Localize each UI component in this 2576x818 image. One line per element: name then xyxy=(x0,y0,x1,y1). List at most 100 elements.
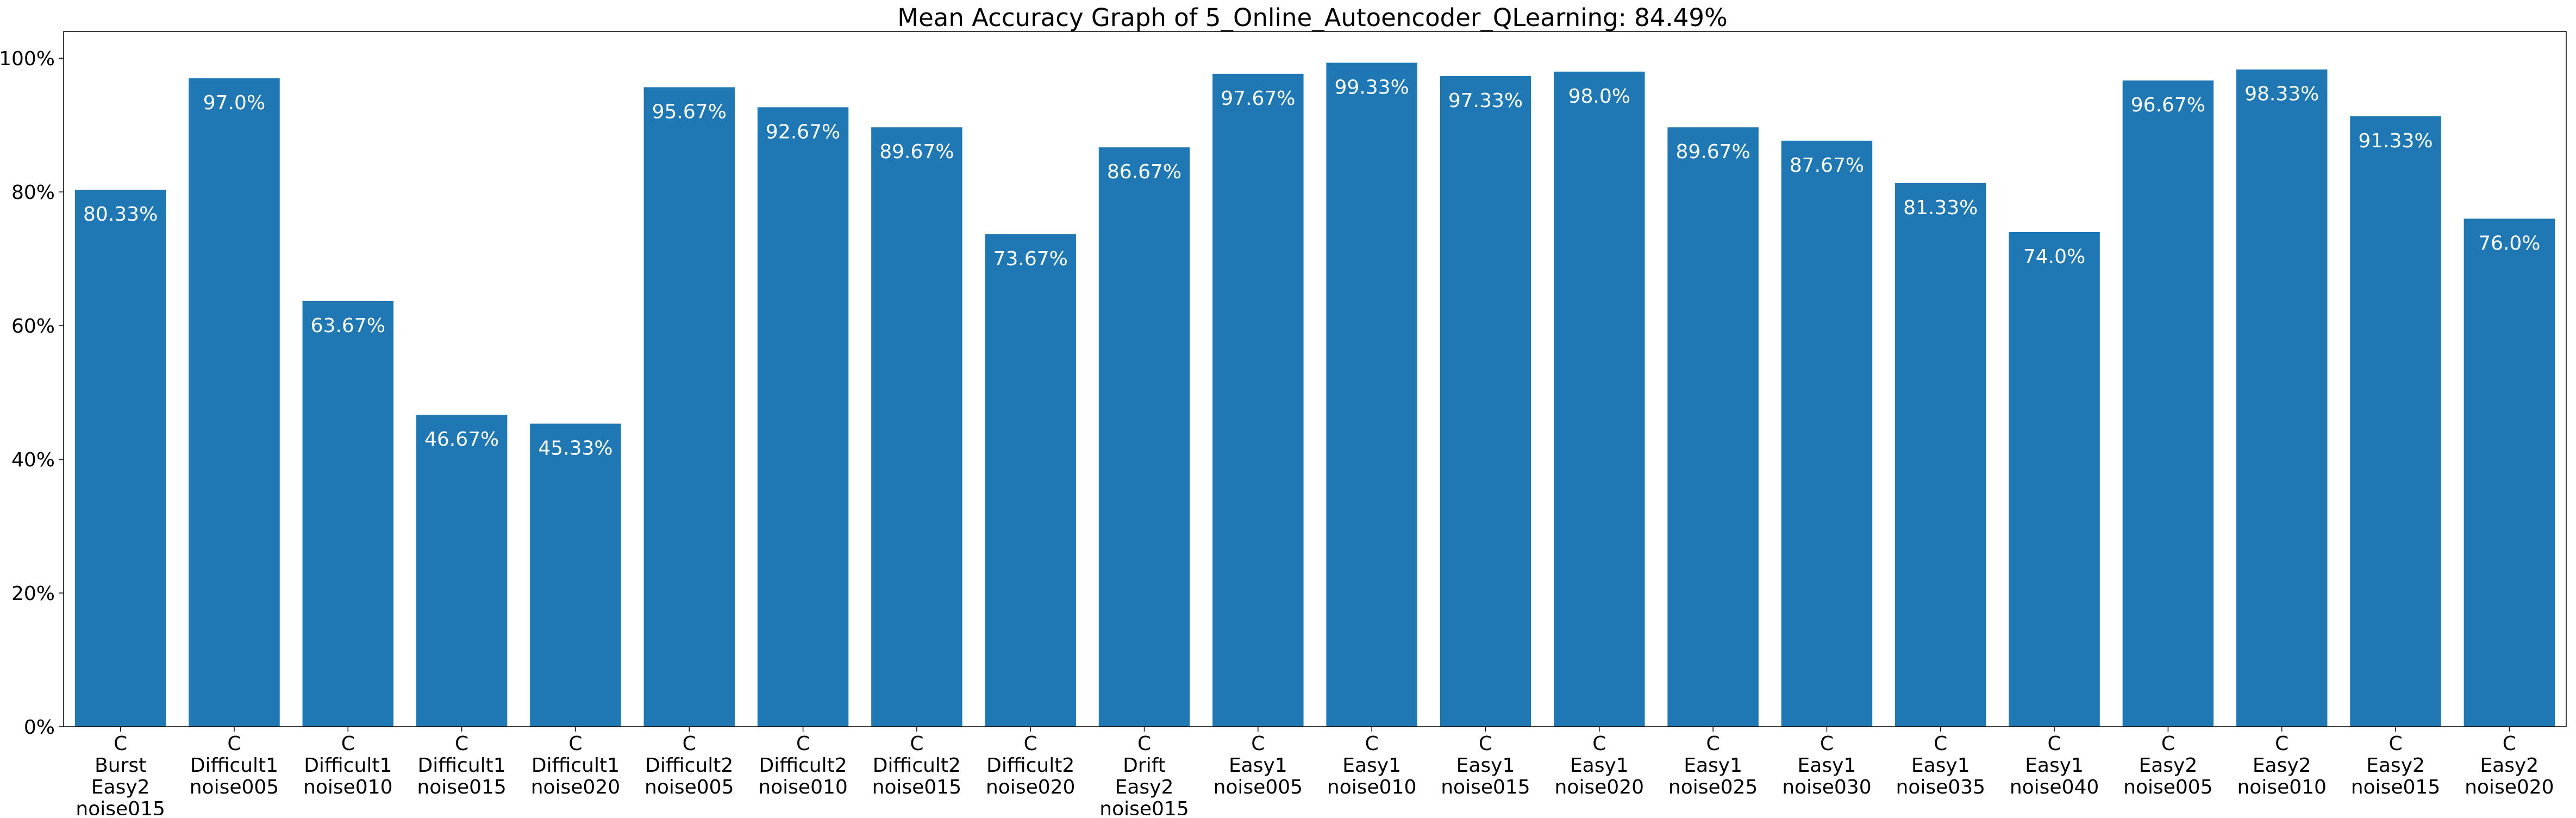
plot-frame xyxy=(63,31,2567,727)
bar-value-label: 63.67% xyxy=(311,315,385,337)
x-tick-label: C Drift Easy2 noise015 xyxy=(1099,733,1189,815)
x-tick-label-line: noise020 xyxy=(2465,776,2554,798)
bar xyxy=(1326,63,1417,727)
y-tick-label: 60% xyxy=(11,315,55,338)
x-tick-label-line: Easy1 xyxy=(1342,754,1401,777)
bar-value-label: 97.0% xyxy=(203,92,265,114)
x-tick-label-line: C xyxy=(1137,733,1151,755)
x-tick-label-line: Difficult1 xyxy=(304,754,392,777)
x-tick-label-line: C xyxy=(1592,733,1606,755)
bar-value-label: 86.67% xyxy=(1107,161,1181,183)
y-tick-label: 80% xyxy=(11,182,55,204)
bar-value-label: 87.67% xyxy=(1790,154,1864,177)
bar xyxy=(1667,127,1759,727)
x-tick-label-line: Drift xyxy=(1123,754,1166,777)
x-tick-label-line: Easy1 xyxy=(1570,754,1629,777)
x-tick-label-line: Difficult1 xyxy=(532,754,620,777)
bar xyxy=(302,301,394,727)
x-tick-label-line: C xyxy=(568,733,582,755)
x-tick-label-line: Burst xyxy=(95,754,146,777)
x-tick-label: C Easy1 noise010 xyxy=(1327,733,1416,798)
x-tick-label: C Difficult1 noise010 xyxy=(303,733,392,798)
x-tick-label-line: C xyxy=(2161,733,2175,755)
x-tick-label-line: noise015 xyxy=(2351,776,2440,798)
x-tick-label-line: C xyxy=(341,733,355,755)
x-tick-label: C Easy2 noise010 xyxy=(2237,733,2326,798)
x-tick-label-line: C xyxy=(227,733,241,755)
bar-value-label: 95.67% xyxy=(652,101,727,123)
x-tick-label-line: C xyxy=(114,733,127,755)
x-tick-label-line: noise005 xyxy=(645,776,734,798)
y-tick-label: 40% xyxy=(11,449,55,471)
x-tick-label: C Easy1 noise040 xyxy=(2010,733,2099,798)
bar-value-label: 98.0% xyxy=(1568,85,1630,108)
x-tick-label-line: Easy1 xyxy=(1911,754,1970,777)
x-tick-label-line: noise025 xyxy=(1668,776,1758,798)
x-tick-label-line: C xyxy=(1251,733,1265,755)
x-tick-label-line: C xyxy=(2389,733,2402,755)
x-tick-label-line: Difficult1 xyxy=(190,754,278,777)
x-tick-label-line: C xyxy=(683,733,696,755)
bar xyxy=(189,78,280,727)
x-tick-label-line: C xyxy=(1024,733,1037,755)
x-tick-label: C Difficult1 noise005 xyxy=(190,733,279,798)
bar xyxy=(530,423,621,727)
bar-value-label: 97.33% xyxy=(1448,90,1523,112)
bar-value-label: 89.67% xyxy=(1675,141,1750,163)
bar-value-label: 74.0% xyxy=(2023,246,2085,268)
bar xyxy=(2009,232,2100,727)
chart-title: Mean Accuracy Graph of 5_Online_Autoenco… xyxy=(897,3,1728,32)
bar xyxy=(643,87,735,727)
bar-value-label: 92.67% xyxy=(766,121,840,143)
bar-value-label: 98.33% xyxy=(2244,83,2319,105)
bar xyxy=(1554,71,1645,727)
x-tick-label-line: noise010 xyxy=(1327,776,1416,798)
x-tick-label-line: Easy1 xyxy=(1798,754,1856,777)
x-tick-label-line: C xyxy=(2503,733,2516,755)
bar-value-label: 96.67% xyxy=(2131,94,2205,116)
x-tick-label-line: noise005 xyxy=(190,776,279,798)
x-tick-label-line: Difficult1 xyxy=(418,754,506,777)
x-tick-label-line: noise035 xyxy=(1896,776,1985,798)
x-tick-label: C Easy2 noise020 xyxy=(2465,733,2554,798)
x-tick-label-line: Difficult2 xyxy=(873,754,961,777)
bar-value-label: 80.33% xyxy=(83,203,158,226)
bar-value-label: 99.33% xyxy=(1335,76,1409,98)
bar xyxy=(1781,140,1873,727)
x-tick-label-line: C xyxy=(1934,733,1947,755)
x-tick-label-line: C xyxy=(2275,733,2289,755)
x-tick-label-line: noise010 xyxy=(2237,776,2326,798)
bar xyxy=(2464,218,2555,727)
bar-value-label: 73.67% xyxy=(993,248,1068,270)
bar xyxy=(2350,116,2441,727)
x-tick-label: C Easy1 noise015 xyxy=(1441,733,1530,798)
x-tick-label-line: C xyxy=(2047,733,2061,755)
x-tick-label-line: noise015 xyxy=(872,776,961,798)
y-tick-label: 0% xyxy=(24,716,55,739)
x-tick-label-line: noise015 xyxy=(1441,776,1530,798)
bar-value-label: 76.0% xyxy=(2478,232,2540,254)
y-tick-label: 20% xyxy=(11,583,55,605)
bar-value-label: 81.33% xyxy=(1903,197,1978,219)
x-tick-label-line: Easy1 xyxy=(1229,754,1287,777)
x-tick-label-line: noise010 xyxy=(758,776,847,798)
x-tick-label-line: Easy2 xyxy=(91,776,150,798)
x-tick-label-line: noise020 xyxy=(531,776,620,798)
bar xyxy=(2236,69,2328,727)
x-tick-label-line: noise020 xyxy=(1555,776,1644,798)
data-labels-group: 80.33% 97.0% 63.67% 46.67% 45.33% 95.67% 92.67… xyxy=(83,76,2541,459)
x-tick-label-line: C xyxy=(1365,733,1379,755)
x-tick-label-line: C xyxy=(1706,733,1720,755)
x-tick-label-line: Easy2 xyxy=(2366,754,2425,777)
x-tick-label-line: noise015 xyxy=(417,776,506,798)
x-tick-label-line: Easy2 xyxy=(1115,776,1174,798)
x-tick-label-line: noise040 xyxy=(2010,776,2099,798)
bar-value-label: 46.67% xyxy=(424,428,499,451)
x-tick-label-line: C xyxy=(1479,733,1492,755)
bar-value-label: 89.67% xyxy=(879,141,954,163)
x-tick-label-line: Difficult2 xyxy=(986,754,1074,777)
bar xyxy=(1212,73,1304,727)
x-tick-label: C Difficult2 noise005 xyxy=(645,733,734,798)
